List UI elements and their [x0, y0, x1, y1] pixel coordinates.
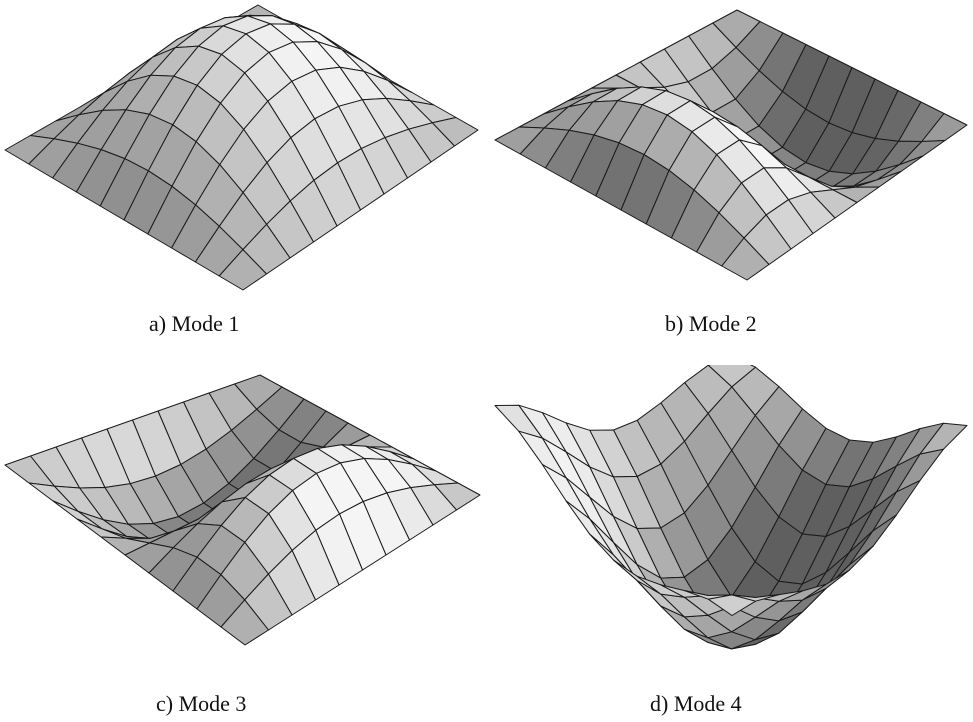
mode-2-shape-plot	[494, 9, 968, 281]
mode-1-shape-plot	[4, 4, 479, 291]
mode-1-caption: a) Mode 1	[149, 311, 240, 336]
mode-3-mesh-cell	[220, 599, 269, 646]
mode-3-caption: c) Mode 3	[156, 691, 247, 716]
mode-3-shape-plot	[4, 374, 481, 646]
mode-1-panel	[0, 0, 486, 300]
mode-1-mesh-cell	[218, 249, 267, 291]
mode-4-mesh-cell	[707, 594, 756, 616]
mode-4-caption: d) Mode 4	[650, 691, 742, 716]
mode-2-caption: b) Mode 2	[665, 311, 757, 336]
mode-2-panel	[487, 0, 973, 300]
mode-3-panel	[0, 365, 486, 665]
mode-2-mesh-cell	[721, 237, 770, 281]
mode-4-panel	[487, 365, 973, 675]
mode-4-shape-plot	[494, 365, 968, 650]
